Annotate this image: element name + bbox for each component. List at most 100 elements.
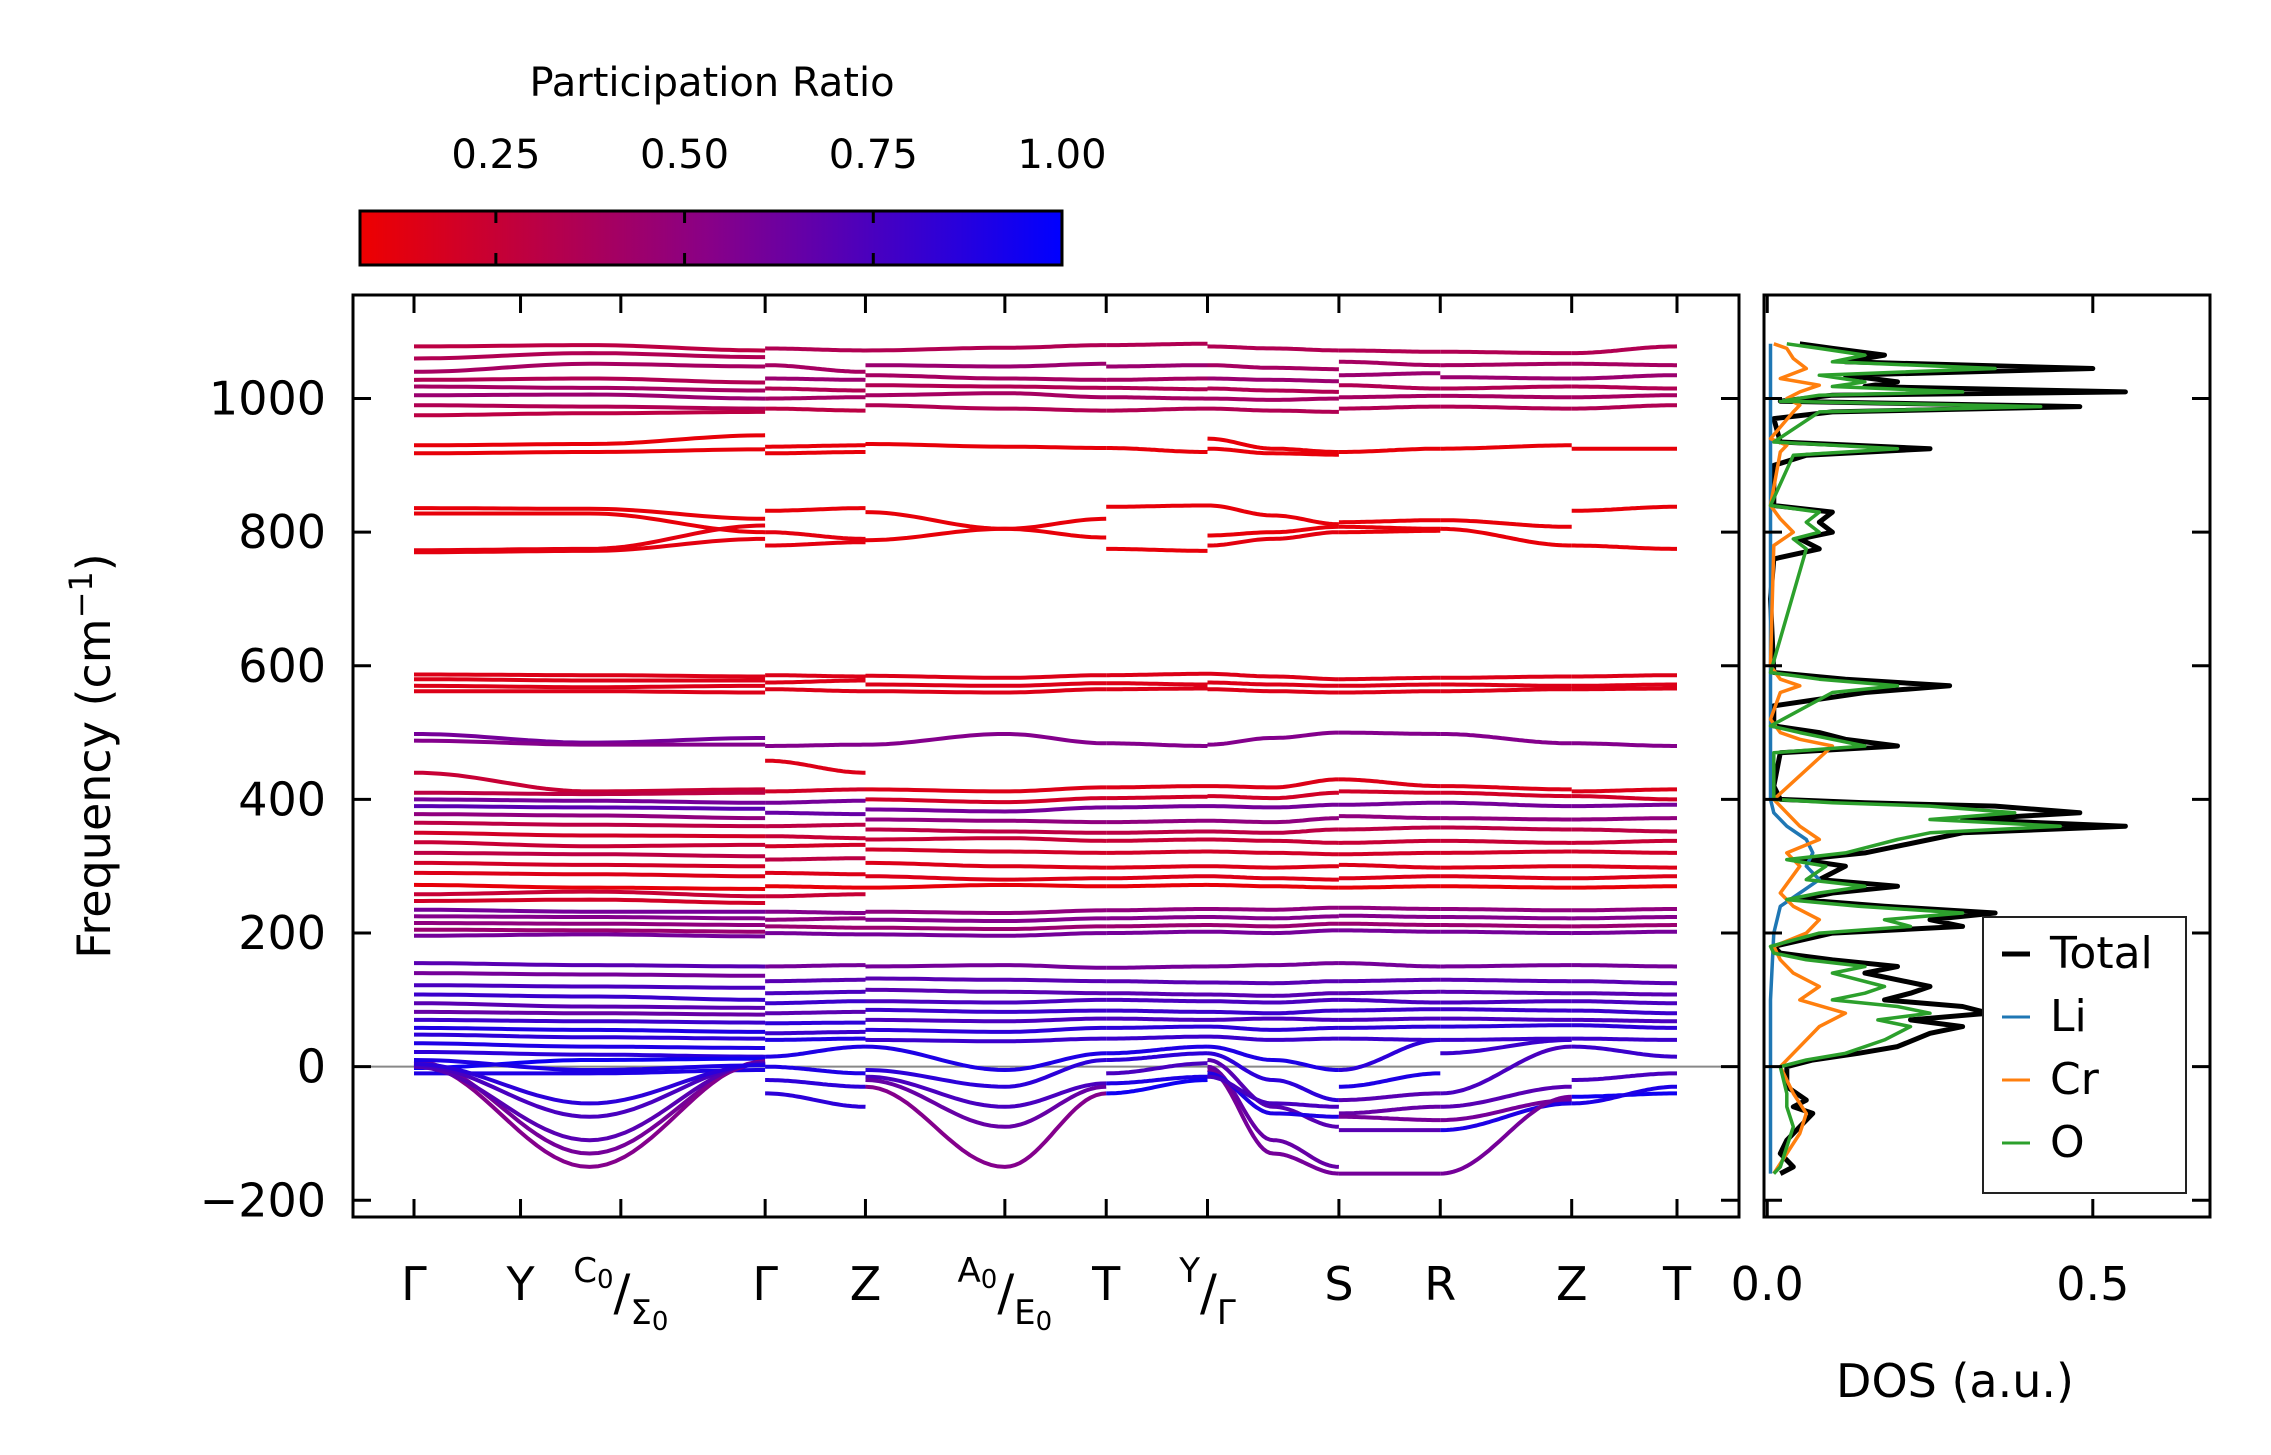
phonon-band [1106,979,1208,985]
phonon-band [765,443,866,449]
phonon-band [1106,686,1208,692]
phonon-band [413,376,766,385]
phonon-band [1207,396,1339,402]
phonon-band [765,742,866,748]
phonon-band [765,678,866,685]
phonon-band [1571,838,1677,845]
phonon-band [1207,921,1339,929]
phonon-band [1207,1008,1339,1016]
phonon-band [1571,849,1677,855]
phonon-band [1440,1044,1572,1096]
y-tick-label: 0 [297,1040,326,1094]
phonon-band [1207,874,1339,882]
phonon-band [1106,1044,1208,1056]
phonon-band [414,1056,766,1070]
phonon-band [1338,862,1441,870]
phonon-band [865,882,1107,890]
y-tick-label: 800 [238,505,326,559]
phonon-band [1106,804,1208,810]
phonon-band [1106,837,1208,843]
phonon-band [414,361,766,374]
phonon-band [1571,979,1677,986]
phonon-band [1338,989,1441,996]
phonon-band [1207,446,1339,457]
phonon-band [1440,849,1572,855]
phonon-band [1440,1007,1572,1013]
dos-ticks: 0.0 0.5 [1731,295,2210,1311]
phonon-band [1207,837,1339,845]
phonon-band [1571,673,1677,679]
phonon-band [865,391,1107,400]
phonon-band [413,1062,766,1119]
phonon-band [1106,395,1208,401]
phonon-band [414,889,766,899]
phonon-band [1571,816,1677,822]
phonon-band [1338,777,1441,789]
phonon-band [1106,363,1208,369]
phonon-band [865,916,1107,923]
phonon-band [1338,921,1441,927]
legend-box [1982,916,2187,1194]
phonon-band [1571,504,1677,513]
phonon-band [765,856,866,862]
kpoint-label: C0/Σ0 [573,1251,668,1337]
phonon-band [765,1029,866,1036]
phonon-band [1338,814,1441,821]
phonon-band [1106,997,1208,1004]
kpoint-label: R [1424,1257,1456,1311]
phonon-band [1207,1044,1339,1072]
band-lines [413,341,1678,1176]
colorbar: Participation Ratio 0.25 0.50 0.75 1.00 [358,60,1107,267]
phonon-band [865,1074,1107,1109]
phonon-band [765,687,866,694]
phonon-band [1207,802,1339,810]
phonon-band [1440,923,1572,929]
phonon-band [765,1078,866,1089]
phonon-band [414,830,766,839]
phonon-band [1571,741,1677,748]
phonon-band [1571,999,1677,1006]
phonon-band [1440,674,1572,680]
phonon-band [1440,393,1572,400]
phonon-band [414,804,766,811]
y-axis-label: Frequency (cm−1) [62,553,121,958]
phonon-band [413,1060,766,1143]
phonon-band [865,681,1107,688]
phonon-band [765,931,866,937]
phonon-band [765,406,866,413]
phonon-band [765,963,866,969]
phonon-band [414,932,766,939]
phonon-band [1207,1068,1340,1176]
phonon-band [1106,784,1208,790]
phonon-band [1571,1071,1677,1082]
phonon-band [865,373,1107,382]
phonon-band [1207,1024,1339,1032]
phonon-band [1106,929,1208,936]
phonon-band [1440,518,1572,529]
kpoint-label: Γ [401,1257,427,1311]
phonon-band [1207,777,1339,790]
phonon-band [1440,361,1572,368]
phonon-band [765,1009,866,1016]
phonon-band [1106,1024,1208,1030]
phonon-band [1440,1084,1572,1109]
y-tick-label: 1000 [209,372,326,426]
phonon-band [1207,344,1339,353]
kpoint-label: Y [505,1257,535,1311]
phonon-band [413,1059,766,1169]
kpoint-label: Y/Γ [1178,1251,1236,1333]
phonon-band [1106,882,1208,889]
colorbar-gradient [358,209,1064,267]
phonon-band [865,924,1107,931]
phonon-band [865,442,1107,450]
phonon-band [1338,1007,1441,1013]
phonon-band [413,738,766,747]
band-axes-frame [351,293,1741,1219]
phonon-band [765,758,866,775]
colorbar-ticks [494,211,875,265]
phonon-band [414,506,766,521]
phonon-band [1571,393,1677,400]
phonon-band [765,450,866,456]
phonon-band [1571,915,1677,921]
